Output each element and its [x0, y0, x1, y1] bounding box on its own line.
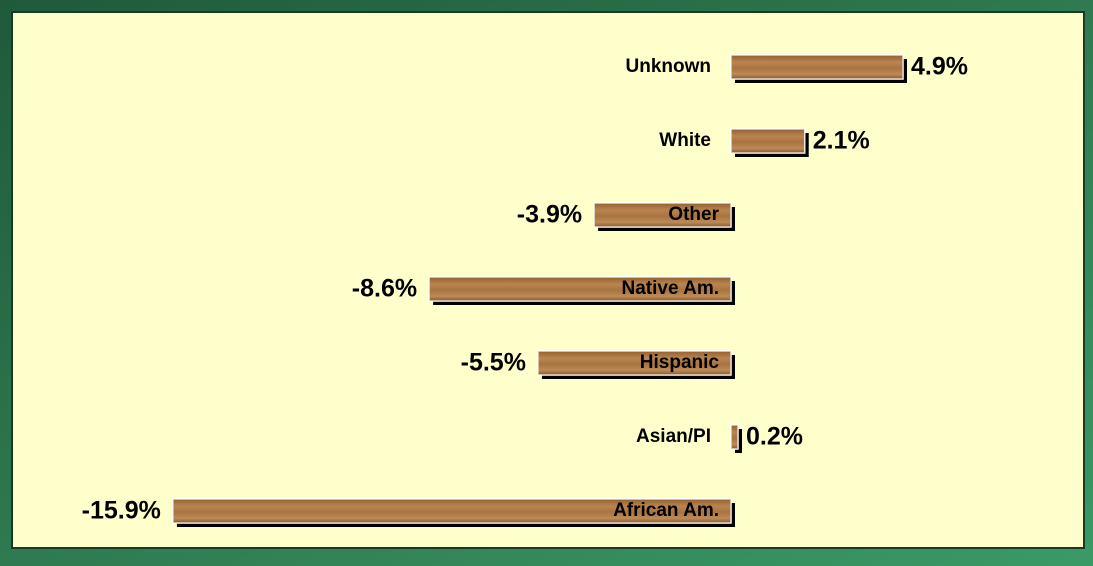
category-label: Other — [668, 204, 719, 225]
value-label: 2.1% — [813, 127, 870, 155]
bar-tint — [172, 499, 731, 523]
value-label: 0.2% — [746, 423, 803, 451]
category-label: African Am. — [613, 500, 719, 521]
bar — [730, 424, 739, 450]
bar-tint — [537, 351, 731, 375]
bar-tint — [731, 425, 739, 449]
category-label: Unknown — [626, 56, 712, 77]
bar — [730, 128, 806, 154]
bar-tint — [731, 55, 903, 79]
bar-tint — [594, 203, 731, 227]
bar — [593, 202, 732, 228]
value-label: 4.9% — [911, 53, 968, 81]
bar — [172, 498, 732, 524]
category-label: Hispanic — [640, 352, 720, 373]
value-label: -8.6% — [352, 275, 417, 303]
bar — [537, 350, 732, 376]
value-label: -5.5% — [461, 349, 526, 377]
bar — [428, 276, 732, 302]
bar — [730, 54, 904, 80]
value-label: -3.9% — [517, 201, 582, 229]
value-label: -15.9% — [82, 497, 161, 525]
category-label: Native Am. — [622, 278, 720, 299]
bar-tint — [731, 129, 805, 153]
category-label: Asian/PI — [636, 426, 711, 447]
category-label: White — [659, 130, 711, 151]
bar-tint — [429, 277, 731, 301]
